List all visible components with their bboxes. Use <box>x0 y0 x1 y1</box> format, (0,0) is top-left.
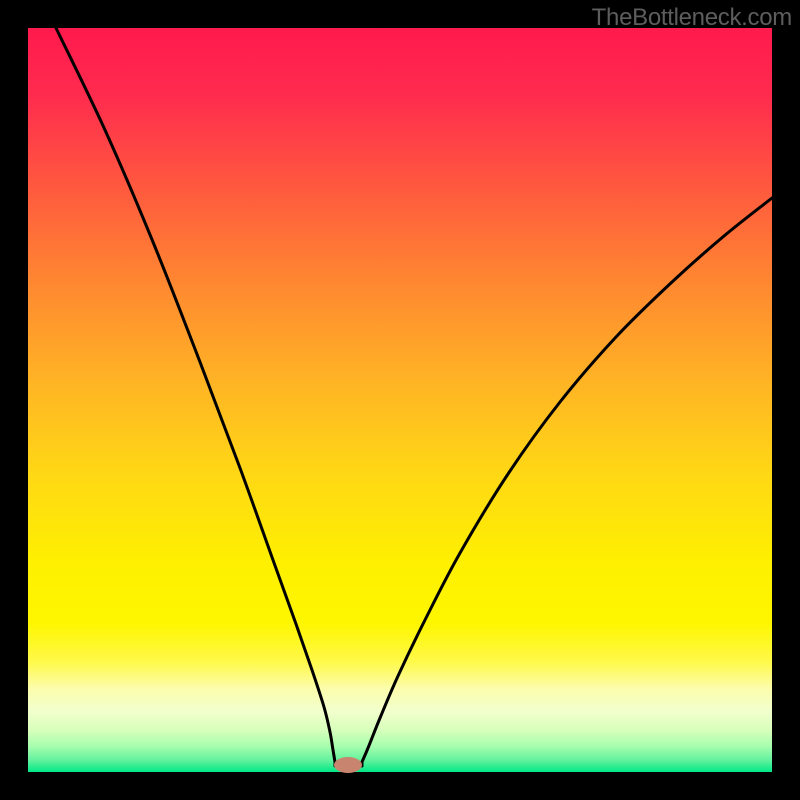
v-curve-chart <box>0 0 800 800</box>
plot-background <box>28 28 772 772</box>
min-marker <box>334 757 362 773</box>
chart-container: TheBottleneck.com <box>0 0 800 800</box>
watermark-text: TheBottleneck.com <box>592 4 792 32</box>
